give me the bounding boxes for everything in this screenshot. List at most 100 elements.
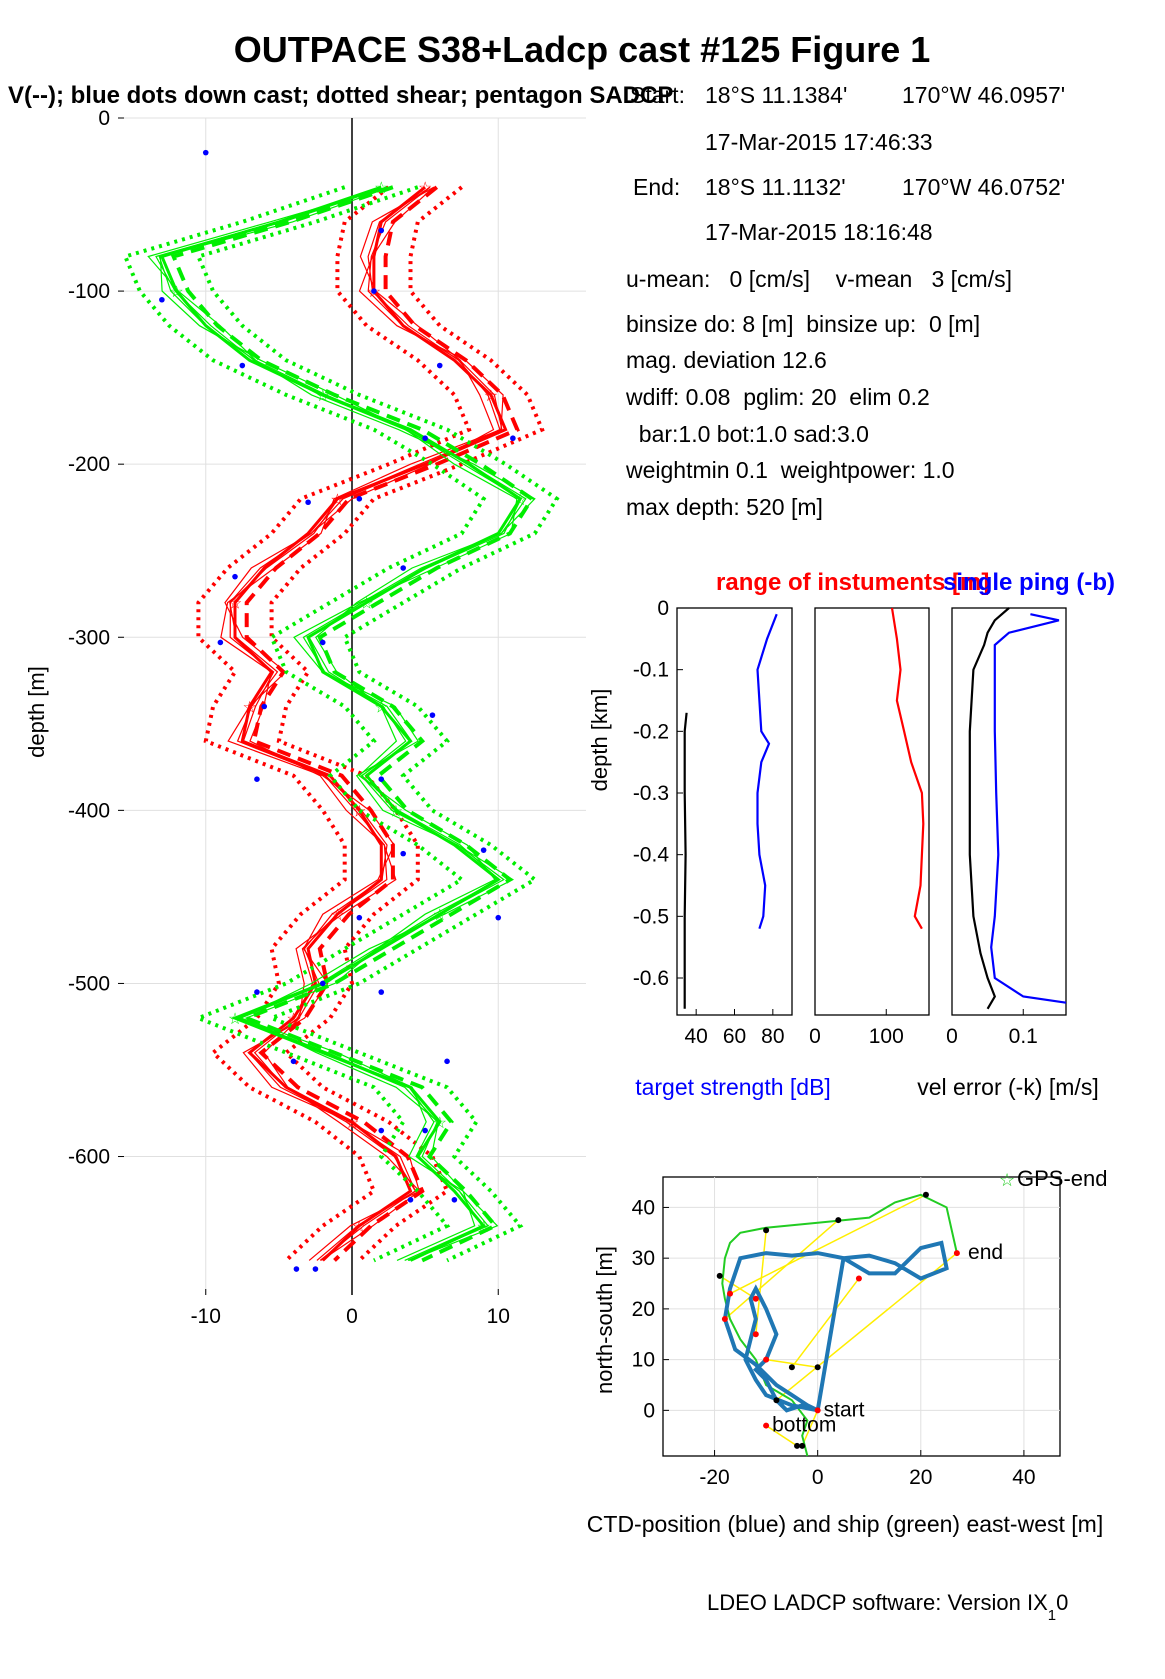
- axes-frame: [662, 1176, 1061, 1457]
- down-cast-dot: [378, 227, 385, 234]
- vel-error-xlabel: vel error (-k) [m/s]: [917, 1074, 1098, 1100]
- velocity-dashed-line: [170, 185, 535, 1263]
- ctd-marker: [953, 1250, 960, 1257]
- down-cast-dot: [407, 1197, 414, 1203]
- down-cast-dot: [239, 362, 246, 369]
- velocity-trace-line: [159, 186, 518, 1261]
- y-tick-label: -0.5: [633, 905, 669, 928]
- x-tick-label: 0: [946, 1025, 958, 1048]
- down-cast-dot: [290, 1058, 297, 1065]
- target-strength-ylabel: depth [km]: [587, 689, 612, 792]
- single-ping-title: single ping (-b): [943, 569, 1115, 596]
- velocity-ylabel: depth [m]: [24, 666, 49, 758]
- ship-marker: [835, 1217, 842, 1224]
- down-cast-dot: [400, 850, 406, 857]
- sadcp-pentagon-marker: ☆: [345, 1115, 359, 1132]
- footer-subscript: 1: [1048, 1607, 1056, 1624]
- position-ylabel: north-south [m]: [592, 1246, 617, 1394]
- y-tick-label: -0.1: [633, 659, 669, 682]
- down-cast-dot: [422, 435, 428, 442]
- velocity-mean-line: [159, 185, 523, 1262]
- sadcp-pentagon-marker: ☆: [389, 803, 403, 820]
- y-tick-label: 20: [632, 1298, 655, 1321]
- sadcp-pentagon-marker: ☆: [330, 492, 344, 509]
- target-strength-xlabel: target strength [dB]: [635, 1074, 831, 1100]
- sadcp-pentagon-marker: ☆: [359, 596, 373, 613]
- y-tick-label: 10: [632, 1349, 655, 1372]
- sadcp-pentagon-marker: ☆: [316, 388, 330, 405]
- start-time: 17-Mar-2015 17:46:33: [705, 129, 933, 155]
- down-cast-dot: [378, 989, 385, 995]
- ctd-ship-link-line: [719, 1275, 757, 1300]
- end-lat: 18°S 11.1132': [705, 174, 846, 200]
- y-tick-label: -0.3: [633, 782, 669, 805]
- down-cast-dot: [312, 1266, 319, 1272]
- x-tick-label: 20: [909, 1466, 932, 1489]
- position-label: start: [824, 1398, 865, 1421]
- shear-envelope-line: [269, 185, 545, 1262]
- down-cast-dot: [356, 914, 363, 921]
- down-cast-dot: [495, 914, 502, 921]
- x-tick-label: 0: [812, 1466, 824, 1489]
- velocity-mean-line: [233, 186, 508, 1262]
- sadcp-pentagon-marker: ☆: [433, 1115, 447, 1132]
- y-tick-label: -300: [68, 626, 110, 649]
- axes-frame: [676, 607, 793, 1016]
- ship-marker: [788, 1364, 795, 1371]
- shear-envelope-line: [196, 185, 472, 1262]
- info-line: u-mean: 0 [cm/s] v-mean 3 [cm/s]: [626, 266, 1012, 292]
- start-lon: 170°W 46.0957': [902, 82, 1065, 108]
- down-cast-dot: [451, 1197, 458, 1203]
- x-tick-label: 60: [723, 1025, 746, 1048]
- velocity-profile-panel: -10 0 100-100-200-300-400-500-600☆☆☆☆☆☆☆☆☆…: [68, 107, 586, 1328]
- info-line: weightmin 0.1 weightpower: 1.0: [625, 457, 955, 483]
- sadcp-pentagon-marker: ☆: [418, 180, 432, 197]
- down-cast-dot: [480, 847, 487, 853]
- ctd-marker: [752, 1331, 759, 1338]
- down-cast-dot: [261, 703, 268, 710]
- footer-suffix: 0: [1056, 1590, 1068, 1615]
- y-tick-label: -400: [68, 799, 110, 822]
- ctd-marker: [721, 1316, 728, 1323]
- x-tick-label: 80: [761, 1025, 784, 1048]
- ship-marker: [799, 1442, 806, 1449]
- velocity-trace-line: [158, 186, 522, 1261]
- info-line: bar:1.0 bot:1.0 sad:3.0: [626, 421, 869, 447]
- profile-line: [683, 712, 688, 1009]
- y-tick-label: -600: [68, 1146, 110, 1169]
- position-label: bottom: [772, 1414, 836, 1437]
- velocity-dashed-line: [244, 185, 520, 1262]
- end-lon: 170°W 46.0752': [902, 174, 1065, 200]
- ship-track-line: [721, 1193, 958, 1457]
- profile-line: [890, 607, 925, 930]
- info-block: Start: 18°S 11.1384' 170°W 46.0957' 17-M…: [625, 82, 1065, 520]
- start-label: Start:: [630, 82, 685, 108]
- down-cast-dot: [429, 712, 436, 718]
- down-cast-dot: [159, 296, 165, 303]
- sadcp-pentagon-marker: ☆: [242, 700, 256, 717]
- velocity-trace-line: [229, 186, 501, 1261]
- figure-title: OUTPACE S38+Ladcp cast #125 Figure 1: [234, 29, 931, 70]
- down-cast-dot: [217, 639, 224, 646]
- ctd-marker: [727, 1290, 734, 1297]
- info-line: wdiff: 0.08 pglim: 20 elim 0.2: [625, 384, 930, 410]
- down-cast-dot: [254, 776, 260, 782]
- profile-line: [968, 607, 1010, 1010]
- sadcp-pentagon-marker: ☆: [228, 596, 242, 613]
- ship-marker: [773, 1397, 780, 1404]
- shear-envelope-line: [195, 185, 560, 1263]
- down-cast-dot: [202, 149, 209, 156]
- down-cast-dot: [378, 776, 385, 782]
- velocity-trace-line: [220, 186, 504, 1261]
- y-tick-label: -0.6: [633, 967, 669, 990]
- figure-subtitle: V(--); blue dots down cast; dotted shear…: [8, 82, 673, 109]
- y-tick-label: -100: [68, 280, 110, 303]
- x-tick-label: 40: [1012, 1466, 1035, 1489]
- ctd-marker: [763, 1356, 770, 1363]
- ctd-ship-link-line: [755, 1230, 767, 1335]
- y-tick-label: -500: [68, 972, 110, 995]
- range-title: range of instuments [m]: [716, 569, 989, 596]
- down-cast-dot: [444, 1058, 450, 1065]
- info-line: binsize do: 8 [m] binsize up: 0 [m]: [626, 311, 980, 337]
- down-cast-dot: [319, 980, 326, 987]
